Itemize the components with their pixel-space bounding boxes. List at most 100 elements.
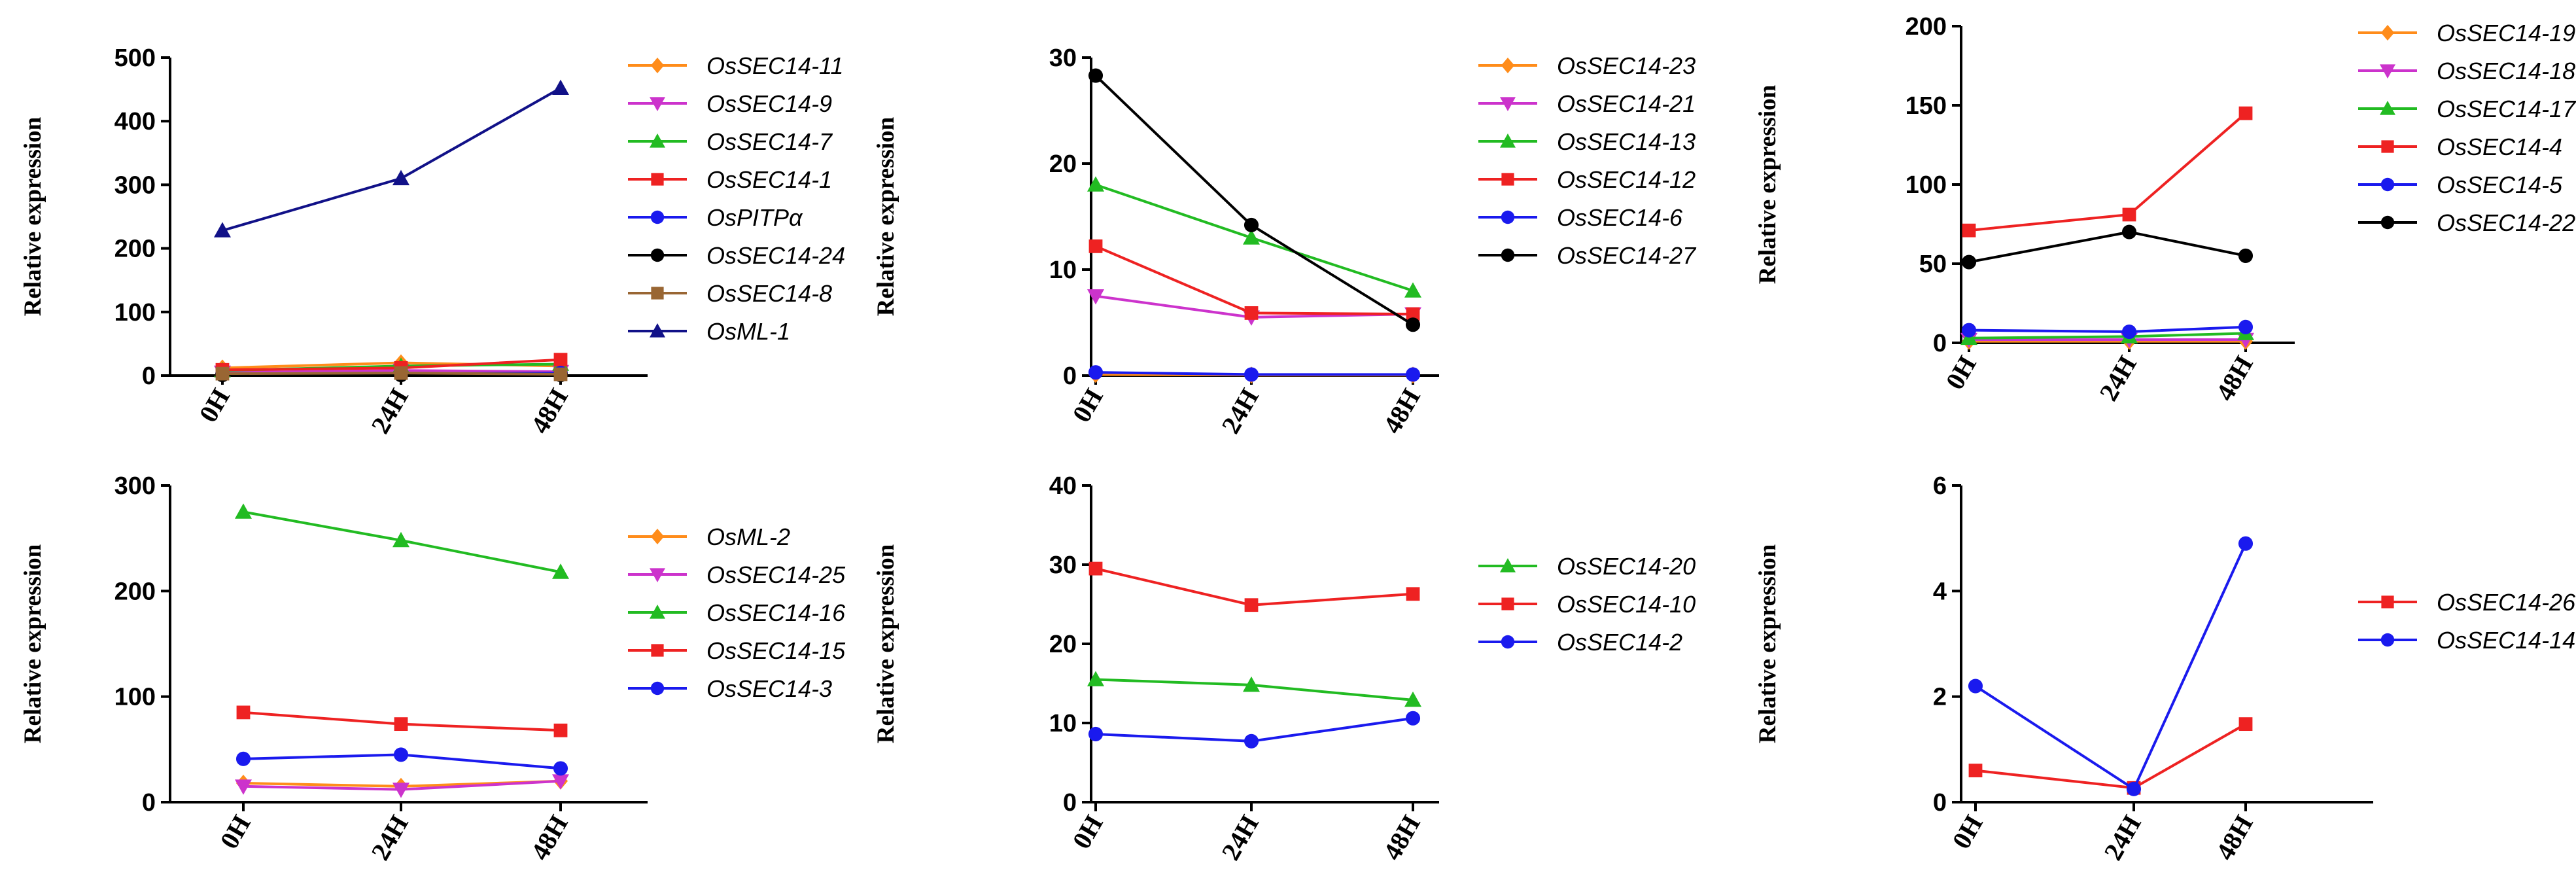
x-tick-label: 0H <box>1066 383 1109 427</box>
legend-entry: OsSEC14-15 <box>628 637 846 664</box>
series-line <box>222 372 561 376</box>
data-point <box>1088 239 1103 253</box>
legend-entry: OsSEC14-7 <box>628 128 833 155</box>
data-point <box>236 705 251 720</box>
data-point <box>552 774 569 790</box>
legend-marker <box>2380 25 2395 41</box>
legend-label: OsSEC14-10 <box>1557 591 1696 618</box>
legend-label: OsSEC14-20 <box>1557 553 1696 580</box>
data-point <box>1961 255 1977 270</box>
legend-label: OsSEC14-17 <box>2437 96 2576 122</box>
series-ossec14-25 <box>235 774 569 798</box>
legend-entry: OsSEC14-18 <box>2358 58 2575 84</box>
data-point <box>552 563 569 579</box>
data-point <box>1968 679 1983 694</box>
legend-entry: OsSEC14-1 <box>628 166 832 193</box>
series-ossec14-26 <box>1968 717 2253 795</box>
series-ossec14-3 <box>235 747 568 776</box>
legend-entry: OsPITPα <box>628 204 803 231</box>
data-point <box>2126 781 2142 796</box>
legend-marker <box>650 97 665 111</box>
legend-marker <box>650 323 665 338</box>
legend-marker <box>1500 558 1516 573</box>
data-point <box>2122 207 2136 222</box>
y-tick-label: 500 <box>114 44 156 72</box>
x-tick-label: 24H <box>365 810 414 865</box>
legend-label: OsML-1 <box>706 318 790 345</box>
y-tick-label: 0 <box>1063 362 1077 390</box>
legend-entry: OsML-1 <box>628 318 790 345</box>
data-point <box>1244 367 1259 382</box>
legend-marker <box>1501 597 1514 610</box>
y-axis-label: Relative expression <box>1754 84 1781 284</box>
legend-label: OsSEC14-27 <box>1557 242 1697 269</box>
x-tick-label: 24H <box>365 383 414 438</box>
legend-label: OsSEC14-5 <box>2437 171 2563 198</box>
y-axis-label: Relative expression <box>1754 544 1781 743</box>
series-ossec14-14 <box>1968 536 2254 796</box>
legend-marker <box>650 248 665 262</box>
legend-marker <box>651 173 664 186</box>
data-point <box>1243 229 1260 245</box>
series-line <box>1968 112 2247 232</box>
legend-marker <box>650 605 665 619</box>
data-point <box>1406 307 1420 321</box>
series-ossec14-2 <box>1088 711 1421 749</box>
series-osml-1 <box>214 79 569 238</box>
series-line <box>1968 230 2246 264</box>
legend-entry: OsSEC14-3 <box>628 675 832 702</box>
x-tick-label: 48H <box>1377 383 1426 438</box>
y-tick-label: 200 <box>1906 13 1947 41</box>
legend-entry: OsSEC14-27 <box>1478 242 1697 269</box>
legend-marker <box>2380 64 2395 79</box>
series-ossec14-13 <box>1087 176 1421 298</box>
y-tick-label: 30 <box>1049 44 1077 72</box>
legend-marker <box>650 58 665 73</box>
legend-label: OsSEC14-9 <box>706 90 832 117</box>
legend-marker <box>2380 633 2395 647</box>
data-point <box>392 531 409 548</box>
y-axis-label: Relative expression <box>20 116 46 316</box>
y-tick-label: 20 <box>1049 631 1077 658</box>
legend-marker <box>650 568 665 582</box>
legend-entry: OsSEC14-14 <box>2358 627 2575 654</box>
data-point <box>553 353 568 367</box>
legend-entry: OsSEC14-12 <box>1478 166 1696 193</box>
x-tick-label: 24H <box>2093 351 2142 406</box>
series-line <box>1095 245 1414 316</box>
legend-label: OsSEC14-13 <box>1557 128 1696 155</box>
legend-label: OsPITPα <box>706 204 803 231</box>
data-point <box>2238 319 2254 334</box>
legend-label: OsSEC14-4 <box>2437 133 2562 160</box>
data-point <box>1405 711 1421 726</box>
legend-entry: OsSEC14-8 <box>628 280 832 307</box>
legend-label: OsSEC14-15 <box>706 637 846 664</box>
legend-entry: OsSEC14-20 <box>1478 553 1696 580</box>
legend-marker <box>1500 97 1516 111</box>
legend-label: OsSEC14-1 <box>706 166 832 193</box>
y-tick-label: 10 <box>1049 710 1077 737</box>
legend-label: OsSEC14-12 <box>1557 166 1696 193</box>
chart-panel-3: 0 50 100 150 200 0H 24H 48H Relative expression O… <box>1754 13 2576 406</box>
legend-label: OsSEC14-25 <box>706 561 846 588</box>
legend-marker <box>1500 133 1516 148</box>
x-tick-label: 24H <box>2098 810 2147 865</box>
legend-label: OsML-2 <box>706 523 790 550</box>
legend-entry: OsSEC14-6 <box>1478 204 1683 231</box>
x-tick-label: 24H <box>1215 383 1264 438</box>
y-tick-label: 50 <box>1919 251 1947 278</box>
legend-label: OsSEC14-11 <box>706 52 843 79</box>
y-tick-label: 40 <box>1049 472 1077 500</box>
legend-marker <box>2380 177 2395 192</box>
series-line <box>222 86 561 232</box>
y-tick-label: 10 <box>1049 256 1077 284</box>
data-point <box>553 723 568 737</box>
data-point <box>1087 176 1104 192</box>
legend-marker <box>2381 140 2394 153</box>
data-point <box>552 79 569 96</box>
series-ossec14-6 <box>1088 365 1421 382</box>
data-point <box>2238 536 2254 551</box>
chart-panel-4: 0 100 200 300 0H 24H 48H Relative expression OsM… <box>20 472 846 865</box>
y-tick-label: 100 <box>1906 171 1947 199</box>
chart-panel-6: 0 2 4 6 0H 24H 48H Relative expression OsSEC14-2… <box>1754 472 2576 865</box>
